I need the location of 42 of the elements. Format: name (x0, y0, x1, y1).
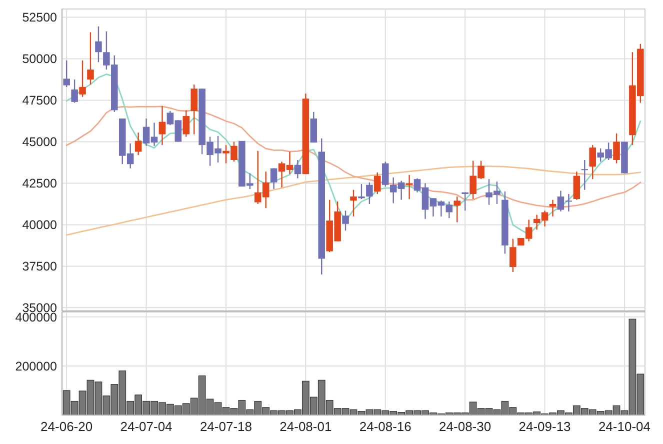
candlestick (350, 189, 357, 218)
y-tick-label: 40000 (22, 218, 58, 232)
y-tick-label: 37500 (22, 260, 58, 274)
y-tick-label: 50000 (22, 52, 58, 66)
candlestick (63, 60, 70, 88)
candlestick (190, 84, 198, 135)
candlestick (454, 196, 460, 223)
candlestick (158, 105, 166, 146)
candlestick (71, 78, 78, 104)
x-tick-label: 24-07-04 (120, 419, 172, 434)
candlestick (342, 210, 349, 232)
candlestick (462, 192, 468, 212)
y-tick-label: 200000 (15, 359, 58, 374)
x-tick-label: 24-06-20 (40, 419, 93, 434)
candlestick (406, 174, 413, 200)
x-tick-label: 24-09-13 (518, 419, 571, 434)
candlestick (87, 32, 94, 86)
candlestick (581, 159, 588, 190)
y-tick-label: 47500 (22, 94, 58, 108)
candlestick (573, 171, 580, 200)
candlestick (549, 199, 556, 218)
x-tick-label: 24-07-18 (200, 419, 252, 434)
candlestick (374, 172, 381, 195)
y-tick-label: 52500 (22, 10, 58, 25)
candlestick (510, 238, 516, 273)
candlestick (182, 110, 190, 138)
candlestick (95, 26, 102, 63)
x-tick-label: 24-08-01 (280, 419, 332, 434)
candlestick (589, 144, 596, 180)
candlestick (294, 159, 302, 179)
x-tick-label: 24-10-04 (598, 419, 650, 434)
x-tick-label: 24-08-16 (359, 419, 412, 434)
candlestick (366, 182, 373, 205)
candlestick (79, 60, 86, 98)
x-tick-label: 24-08-30 (439, 419, 492, 434)
y-tick-label: 45000 (22, 135, 58, 150)
candlestick (358, 183, 365, 200)
candlestick (270, 168, 278, 190)
candlestick (382, 161, 389, 188)
y-tick-label: 42500 (22, 176, 58, 191)
candlestick (613, 132, 620, 164)
candlestick (134, 132, 142, 156)
